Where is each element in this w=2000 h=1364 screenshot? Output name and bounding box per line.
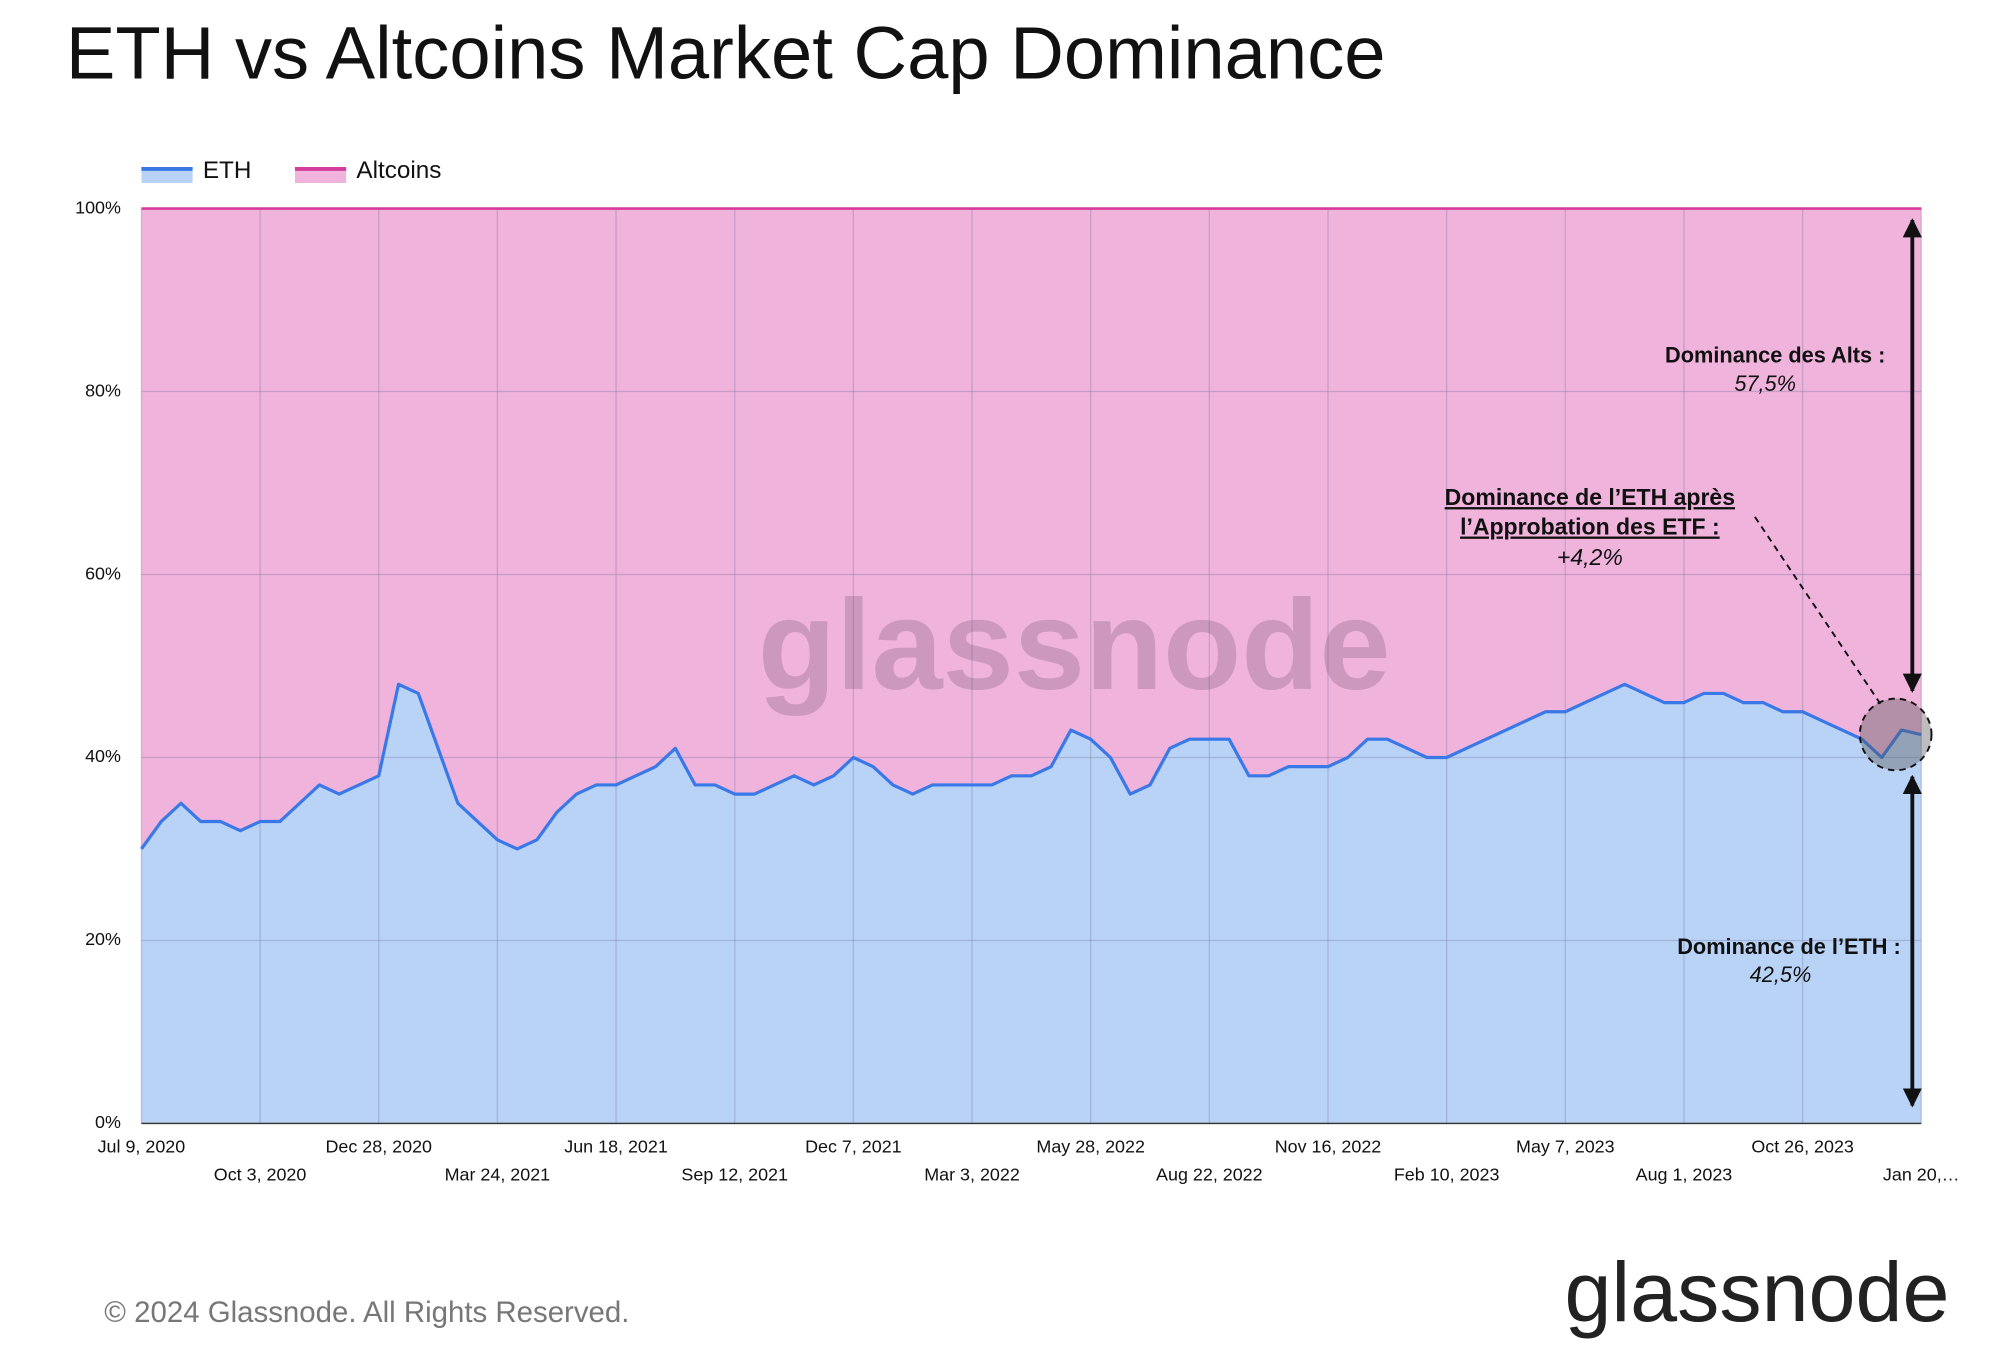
x-tick-label: May 28, 2022 — [1036, 1136, 1145, 1156]
y-tick-label: 60% — [85, 563, 121, 583]
annotation: +4,2% — [1557, 544, 1623, 570]
legend-label: Altcoins — [356, 157, 441, 184]
legend-swatch — [294, 167, 347, 183]
y-tick-label: 20% — [85, 929, 121, 949]
x-tick-label: Aug 1, 2023 — [1636, 1165, 1733, 1185]
x-tick-label: Mar 24, 2021 — [445, 1165, 551, 1185]
chart-title: ETH vs Altcoins Market Cap Dominance — [66, 11, 1386, 94]
line — [140, 682, 1922, 851]
y-tick-label: 40% — [85, 746, 121, 766]
area — [141, 684, 1922, 1124]
logo: glassnode — [1564, 1245, 1949, 1339]
x-tick-label: Dec 28, 2020 — [325, 1136, 432, 1156]
callout-line — [1754, 516, 1882, 705]
legend-swatch — [141, 167, 193, 183]
annotation: 57,5% — [1734, 371, 1796, 396]
highlight-circle — [1858, 697, 1933, 772]
x-tick-label: Aug 22, 2022 — [1156, 1165, 1263, 1185]
footer: © 2024 Glassnode. All Rights Reserved. — [104, 1296, 629, 1329]
area — [141, 208, 1922, 849]
legend-label: ETH — [203, 157, 252, 184]
annotation: l’Approbation des ETF : — [1460, 514, 1720, 540]
annotations: Dominance des Alts : 57,5% Dominance de … — [1445, 218, 1933, 1108]
x-tick-label: Jan 20,… — [1883, 1165, 1960, 1185]
annotation: Dominance des Alts : — [1665, 343, 1885, 368]
x-tick-label: Mar 3, 2022 — [924, 1165, 1020, 1185]
x-tick-label: Feb 10, 2023 — [1394, 1165, 1500, 1185]
x-tick-label: May 7, 2023 — [1516, 1136, 1615, 1156]
x-tick-label: Dec 7, 2021 — [805, 1136, 902, 1156]
watermark: glassnode — [758, 574, 1391, 717]
y-tick-label: 0% — [95, 1112, 121, 1132]
x-tick-label: Sep 12, 2021 — [681, 1165, 788, 1185]
y-tick-label: 80% — [85, 380, 121, 400]
x-tick-label: Jun 18, 2021 — [564, 1136, 668, 1156]
x-tick-label: Oct 26, 2023 — [1751, 1136, 1854, 1156]
y-tick-label: 100% — [75, 197, 121, 217]
annotation: Dominance de l’ETH après — [1445, 484, 1735, 510]
annotation: Dominance de l’ETH : — [1677, 934, 1901, 959]
plot-area: 0% 20% 40% 60% 80% 100% Jul 9, 2020 Oct 3, 2020… — [75, 157, 1959, 1185]
x-tick-label: Jul 9, 2020 — [98, 1136, 186, 1156]
x-tick-label: Oct 3, 2020 — [214, 1165, 307, 1185]
annotation: 42,5% — [1750, 962, 1812, 987]
x-tick-label: Nov 16, 2022 — [1275, 1136, 1382, 1156]
